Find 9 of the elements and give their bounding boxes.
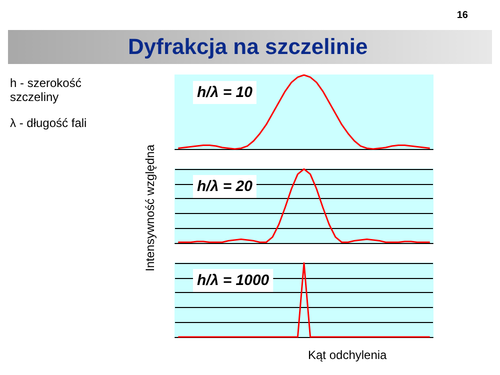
text: 16: [456, 10, 468, 21]
x-axis-title: Kąt odchylenia: [308, 348, 387, 362]
text: h/λ = 10: [197, 84, 254, 101]
y-axis-title: Intensywność względna: [143, 144, 157, 272]
text: h/λ = 20: [197, 178, 254, 195]
chart-title: Dyfrakcja na szczelinie: [128, 34, 368, 60]
text: h/λ = 1000: [197, 272, 270, 289]
text: λ - długość fali: [10, 116, 88, 130]
text: h - szerokość szczeliny: [10, 76, 82, 104]
